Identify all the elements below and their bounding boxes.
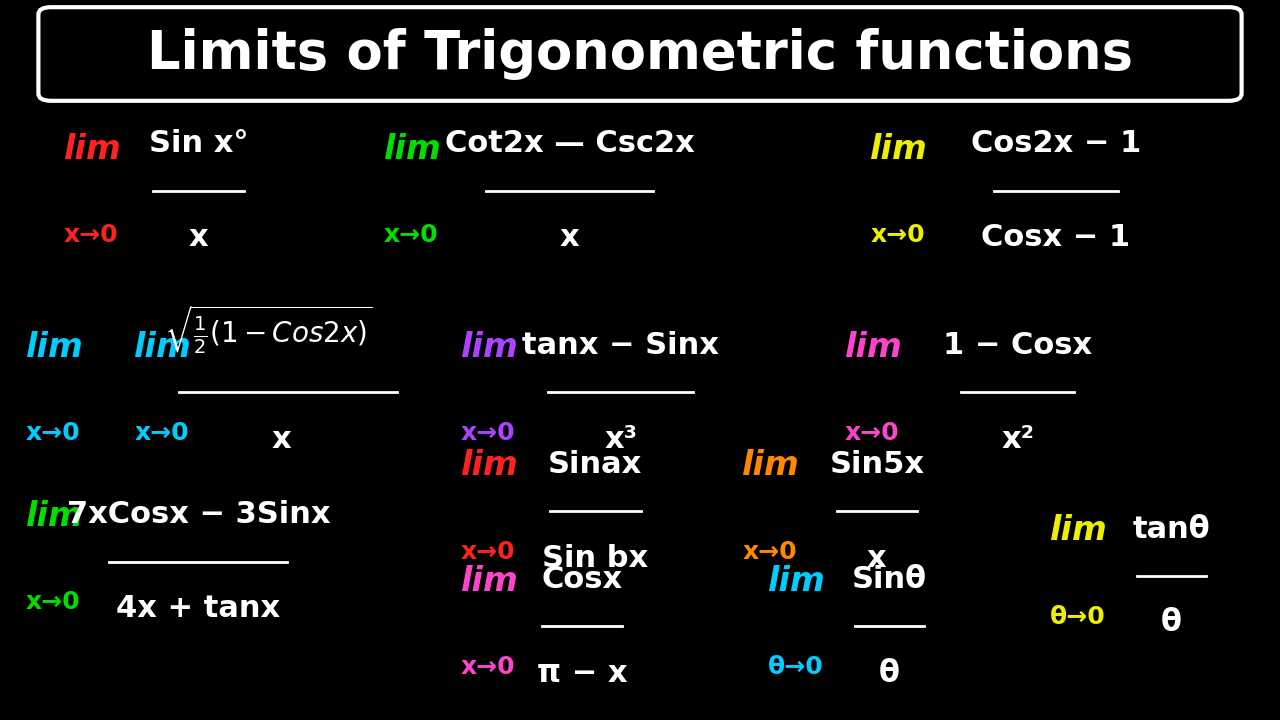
Text: Sin bx: Sin bx xyxy=(543,544,648,572)
Text: lim: lim xyxy=(384,132,442,166)
Text: Cos2x − 1: Cos2x − 1 xyxy=(970,130,1142,158)
Text: Sin5x: Sin5x xyxy=(829,450,924,479)
Text: tanθ: tanθ xyxy=(1133,515,1210,544)
Text: x→0: x→0 xyxy=(461,655,516,679)
Text: 7xCosx − 3Sinx: 7xCosx − 3Sinx xyxy=(67,500,330,529)
Text: lim: lim xyxy=(1050,514,1107,547)
Text: x→0: x→0 xyxy=(384,223,439,247)
Text: Cot2x — Csc2x: Cot2x — Csc2x xyxy=(444,130,695,158)
Text: 4x + tanx: 4x + tanx xyxy=(116,594,280,623)
Text: Limits of Trigonometric functions: Limits of Trigonometric functions xyxy=(147,28,1133,80)
Text: lim: lim xyxy=(26,330,83,364)
Text: Sinax: Sinax xyxy=(548,450,643,479)
Text: θ→0: θ→0 xyxy=(1050,605,1106,629)
Text: Sinθ: Sinθ xyxy=(852,565,927,594)
Text: x→0: x→0 xyxy=(870,223,925,247)
Text: Cosx: Cosx xyxy=(541,565,623,594)
Text: Cosx − 1: Cosx − 1 xyxy=(982,223,1130,252)
Text: x→0: x→0 xyxy=(742,540,797,564)
Text: lim: lim xyxy=(845,330,902,364)
Text: π − x: π − x xyxy=(538,659,627,688)
Text: lim: lim xyxy=(742,449,800,482)
Text: x: x xyxy=(559,223,580,252)
Text: x³: x³ xyxy=(604,425,637,454)
Text: θ: θ xyxy=(1161,608,1181,637)
Text: lim: lim xyxy=(768,564,826,598)
Text: x: x xyxy=(188,223,209,252)
Text: θ→0: θ→0 xyxy=(768,655,824,679)
Text: lim: lim xyxy=(461,330,518,364)
Text: tanx − Sinx: tanx − Sinx xyxy=(522,331,719,360)
Text: lim: lim xyxy=(134,330,192,364)
Text: x→0: x→0 xyxy=(64,223,119,247)
Text: 1 − Cosx: 1 − Cosx xyxy=(943,331,1092,360)
Text: x: x xyxy=(271,425,292,454)
Text: x→0: x→0 xyxy=(461,540,516,564)
Text: θ: θ xyxy=(879,659,900,688)
Text: x→0: x→0 xyxy=(845,421,900,445)
Text: x→0: x→0 xyxy=(461,421,516,445)
FancyBboxPatch shape xyxy=(38,7,1242,101)
Text: lim: lim xyxy=(461,449,518,482)
Text: lim: lim xyxy=(64,132,122,166)
Text: lim: lim xyxy=(461,564,518,598)
Text: lim: lim xyxy=(26,500,83,533)
Text: Sin x°: Sin x° xyxy=(148,130,248,158)
Text: x²: x² xyxy=(1001,425,1034,454)
Text: x→0: x→0 xyxy=(26,421,81,445)
Text: x→0: x→0 xyxy=(134,421,189,445)
Text: $\sqrt{\frac{1}{2}(1-Cos2x)}$: $\sqrt{\frac{1}{2}(1-Cos2x)}$ xyxy=(164,303,374,356)
Text: lim: lim xyxy=(870,132,928,166)
Text: x: x xyxy=(867,544,887,572)
Text: x→0: x→0 xyxy=(26,590,81,614)
